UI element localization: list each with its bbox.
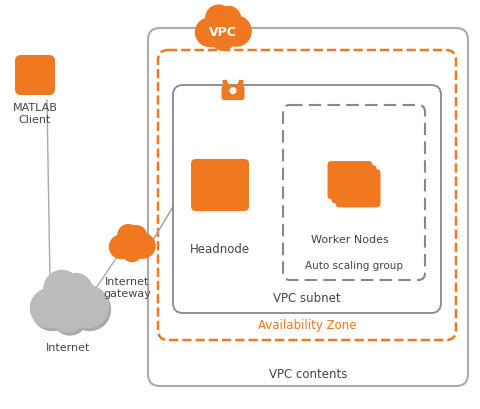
FancyBboxPatch shape: [15, 55, 55, 95]
FancyBboxPatch shape: [173, 85, 441, 313]
Circle shape: [116, 227, 148, 259]
Circle shape: [44, 270, 80, 306]
Circle shape: [31, 288, 70, 328]
Text: Availability Zone: Availability Zone: [258, 319, 356, 333]
FancyBboxPatch shape: [148, 28, 468, 386]
Circle shape: [45, 278, 96, 329]
Circle shape: [33, 292, 72, 330]
Circle shape: [69, 288, 110, 330]
Text: Headnode: Headnode: [190, 243, 250, 256]
Text: Worker Nodes: Worker Nodes: [311, 235, 389, 245]
Text: MATLAB
Client: MATLAB Client: [12, 103, 58, 125]
Circle shape: [221, 16, 251, 46]
FancyBboxPatch shape: [336, 169, 381, 207]
Circle shape: [203, 8, 243, 47]
Circle shape: [67, 285, 108, 328]
Circle shape: [216, 7, 240, 31]
Circle shape: [131, 234, 155, 258]
Text: Internet: Internet: [46, 343, 90, 353]
Circle shape: [53, 302, 86, 335]
FancyBboxPatch shape: [332, 165, 376, 203]
Text: VPC: VPC: [209, 25, 237, 38]
Circle shape: [122, 243, 142, 262]
Circle shape: [230, 88, 236, 94]
Text: Internet
gateway: Internet gateway: [103, 277, 151, 299]
FancyBboxPatch shape: [327, 161, 372, 199]
Circle shape: [43, 275, 94, 326]
Text: VPC subnet: VPC subnet: [273, 292, 341, 306]
Text: VPC contents: VPC contents: [269, 368, 347, 380]
Circle shape: [61, 276, 94, 310]
Circle shape: [127, 226, 146, 245]
Circle shape: [59, 274, 92, 306]
Circle shape: [51, 299, 84, 332]
FancyBboxPatch shape: [221, 85, 244, 100]
Circle shape: [109, 235, 133, 258]
FancyBboxPatch shape: [283, 105, 425, 280]
Text: Auto scaling group: Auto scaling group: [305, 261, 403, 271]
Circle shape: [195, 18, 224, 47]
Circle shape: [118, 225, 139, 245]
Circle shape: [206, 5, 231, 31]
FancyBboxPatch shape: [191, 159, 249, 211]
Circle shape: [212, 27, 234, 50]
Circle shape: [46, 274, 82, 310]
